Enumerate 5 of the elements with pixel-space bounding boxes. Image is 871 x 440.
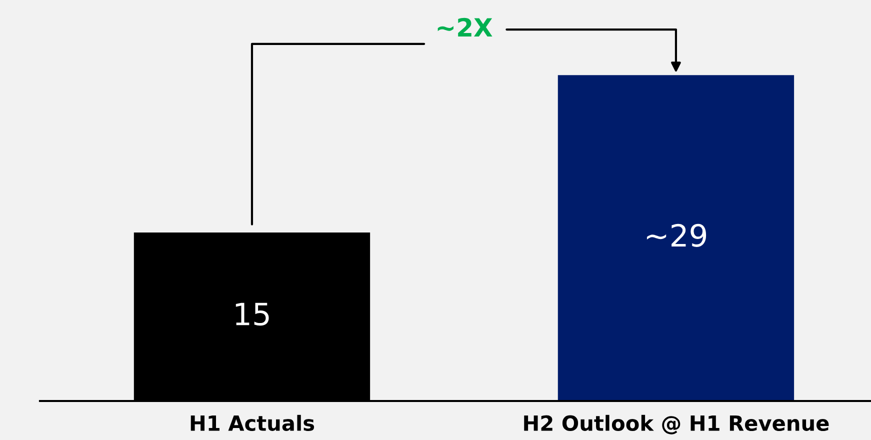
x-tick-label: H1 Actuals	[190, 414, 314, 432]
x-tick-label: H2 Outlook @ H1 Revenue	[524, 414, 829, 434]
text: ~2X	[438, 18, 492, 36]
data-label: 15	[236, 302, 269, 326]
data-label: ~29	[646, 224, 706, 247]
